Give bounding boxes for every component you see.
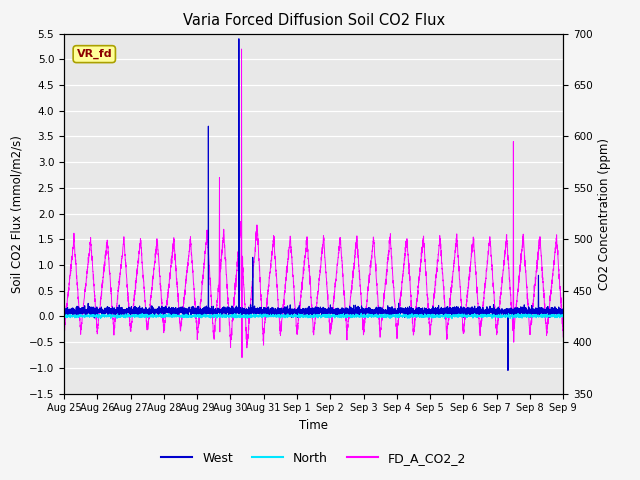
Y-axis label: Soil CO2 Flux (mmol/m2/s): Soil CO2 Flux (mmol/m2/s) — [10, 135, 23, 292]
X-axis label: Time: Time — [299, 419, 328, 432]
Legend: West, North, FD_A_CO2_2: West, North, FD_A_CO2_2 — [156, 447, 471, 469]
Y-axis label: CO2 Concentration (ppm): CO2 Concentration (ppm) — [598, 138, 611, 289]
Title: Varia Forced Diffusion Soil CO2 Flux: Varia Forced Diffusion Soil CO2 Flux — [182, 13, 445, 28]
Text: VR_fd: VR_fd — [77, 49, 112, 59]
